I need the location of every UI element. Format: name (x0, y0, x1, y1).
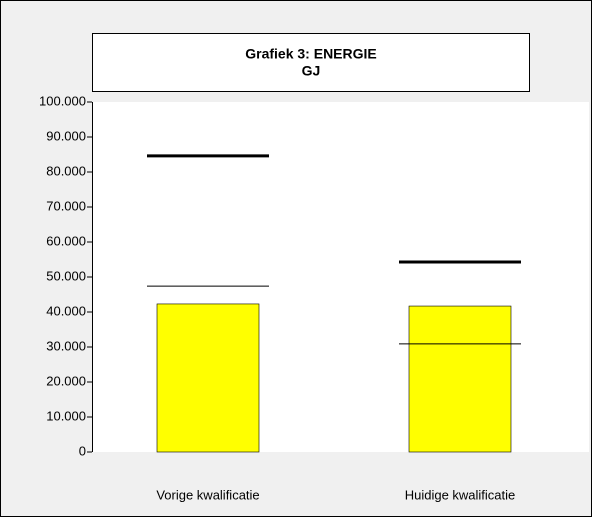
y-tick-label: 100.000 (39, 93, 86, 108)
bar (156, 303, 260, 453)
y-tick-label: 0 (79, 443, 86, 458)
y-tick-label: 40.000 (46, 303, 86, 318)
y-tick-label: 50.000 (46, 268, 86, 283)
x-tick-label: Huidige kwalificatie (405, 487, 516, 502)
bar (408, 305, 512, 453)
chart-subtitle: GJ (302, 63, 321, 79)
y-tick-label: 30.000 (46, 338, 86, 353)
y-tick-label: 70.000 (46, 198, 86, 213)
x-tick-label: Vorige kwalificatie (156, 487, 259, 502)
chart-title: Grafiek 3: ENERGIE (245, 46, 377, 62)
y-tick-label: 10.000 (46, 408, 86, 423)
y-tick-label: 90.000 (46, 128, 86, 143)
y-tick-label: 20.000 (46, 373, 86, 388)
title-box (92, 33, 530, 92)
y-tick-label: 60.000 (46, 233, 86, 248)
y-tick-label: 80.000 (46, 163, 86, 178)
